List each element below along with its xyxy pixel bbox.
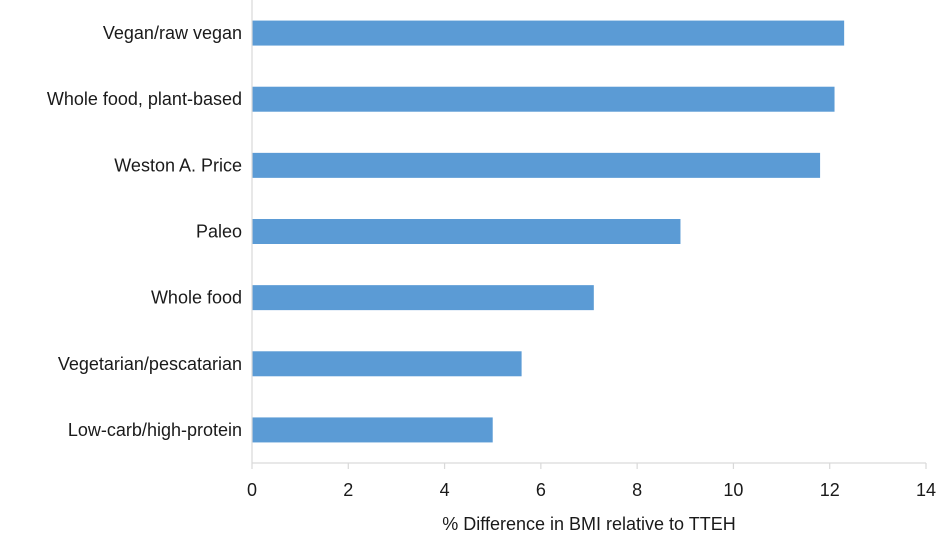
category-label: Vegan/raw vegan	[103, 23, 242, 43]
bar	[252, 86, 835, 112]
bar	[252, 351, 522, 377]
x-tick-label: 2	[343, 480, 353, 500]
category-label: Paleo	[196, 222, 242, 242]
category-label: Whole food, plant-based	[47, 89, 242, 109]
x-tick-label: 12	[820, 480, 840, 500]
category-label: Whole food	[151, 288, 242, 308]
x-tick-label: 4	[440, 480, 450, 500]
bars-group	[252, 20, 845, 443]
x-tick-labels: 0 2 4 6 8 10 12 14	[247, 480, 936, 500]
x-tick-label: 8	[632, 480, 642, 500]
bar	[252, 417, 493, 443]
bar	[252, 219, 681, 244]
bar	[252, 152, 821, 178]
bar	[252, 285, 594, 311]
x-tick-label: 6	[536, 480, 546, 500]
x-tick-marks	[251, 463, 927, 469]
x-tick-label: 0	[247, 480, 257, 500]
category-labels: Vegan/raw vegan Whole food, plant-based We…	[47, 23, 242, 440]
category-label: Vegetarian/pescatarian	[58, 354, 242, 374]
category-label: Low-carb/high-protein	[68, 420, 242, 440]
x-tick-label: 10	[723, 480, 743, 500]
x-axis-title: % Difference in BMI relative to TTEH	[442, 514, 735, 534]
bar	[252, 20, 845, 46]
x-tick-label: 14	[916, 480, 936, 500]
category-label: Weston A. Price	[114, 155, 242, 175]
